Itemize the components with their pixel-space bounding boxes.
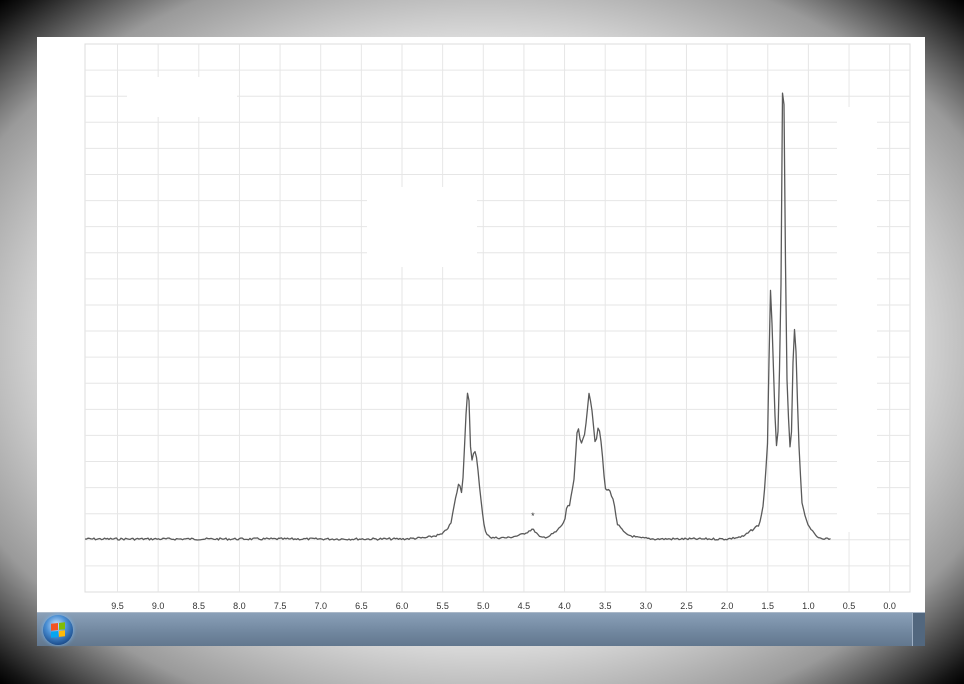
windows-logo-icon [51, 622, 65, 638]
x-tick-label: 5.0 [477, 601, 490, 611]
x-tick-label: 3.0 [640, 601, 653, 611]
taskbar [37, 612, 925, 646]
x-tick-label: 1.0 [802, 601, 815, 611]
screen: 9.5 9.0 8.5 8.0 7.5 7.0 6.5 6.0 5.5 5.0 4.5 4.0 3.5 3… [37, 37, 925, 646]
x-tick-label: 2.0 [721, 601, 734, 611]
x-tick-label: 5.5 [436, 601, 449, 611]
x-tick-label: 7.5 [274, 601, 287, 611]
x-tick-label: 2.5 [680, 601, 693, 611]
x-axis-title: ppm [495, 611, 513, 612]
erased-region [127, 77, 237, 117]
x-axis-ticks: 9.5 9.0 8.5 8.0 7.5 7.0 6.5 6.0 5.5 5.0 4.5 4.0 3.5 3… [111, 601, 896, 611]
x-tick-label: 7.0 [314, 601, 327, 611]
x-tick-label: 9.5 [111, 601, 124, 611]
spectrum-trace [84, 92, 831, 541]
plot-border [84, 43, 911, 593]
x-tick-label: 6.0 [396, 601, 409, 611]
x-tick-label: 3.5 [599, 601, 612, 611]
x-tick-label: 8.0 [233, 601, 246, 611]
chart-masks [127, 77, 877, 532]
erased-region [837, 107, 877, 532]
x-tick-label: 4.0 [558, 601, 571, 611]
x-tick-label: 8.5 [193, 601, 206, 611]
x-tick-label: 4.5 [518, 601, 531, 611]
x-tick-label: 0.5 [843, 601, 856, 611]
chart-grid [84, 43, 911, 593]
x-tick-label: 1.5 [762, 601, 775, 611]
erased-region [367, 187, 477, 267]
nmr-spectrum-chart: 9.5 9.0 8.5 8.0 7.5 7.0 6.5 6.0 5.5 5.0 4.5 4.0 3.5 3… [84, 43, 911, 612]
impurity-annotation: * [531, 511, 535, 521]
x-tick-label: 0.0 [883, 601, 896, 611]
show-desktop-button[interactable] [912, 613, 925, 646]
x-tick-label: 6.5 [355, 601, 368, 611]
start-button[interactable] [43, 615, 73, 645]
x-tick-label: 9.0 [152, 601, 165, 611]
